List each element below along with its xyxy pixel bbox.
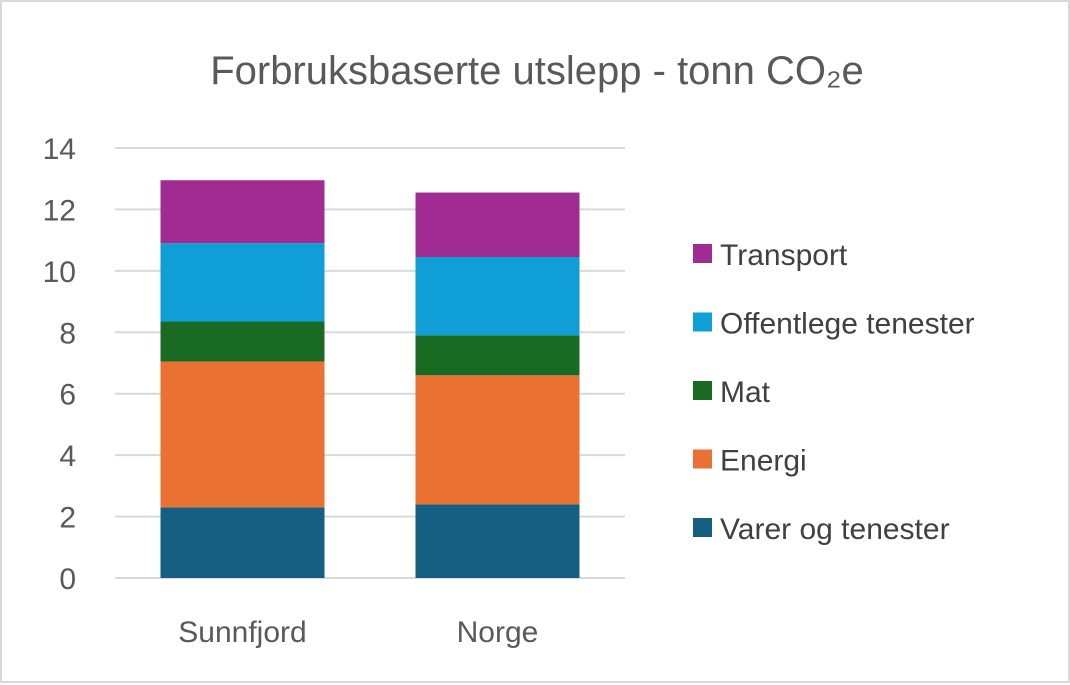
y-tick-label: 4 <box>59 440 76 473</box>
legend-label: Varer og tenester <box>720 513 950 546</box>
bars <box>160 180 580 578</box>
legend-label: Energi <box>720 445 807 478</box>
y-tick-label: 12 <box>43 194 76 227</box>
legend-swatch <box>693 312 712 332</box>
bar-segment-norge-mat <box>415 335 580 376</box>
y-tick-label: 8 <box>59 317 76 350</box>
category-labels: Sunnfjord Norge <box>178 616 538 649</box>
bar-segment-norge-transport <box>415 192 580 258</box>
legend-swatch <box>693 518 712 537</box>
y-tick-label: 14 <box>43 133 76 166</box>
legend-label: Offentlege tenester <box>720 308 975 341</box>
bar-segment-sunnfjord-varer-og-tenester <box>160 507 325 578</box>
legend-label: Transport <box>720 239 848 272</box>
legend-swatch <box>693 381 712 400</box>
bar-segment-sunnfjord-offentlege-tenester <box>160 243 325 322</box>
bar-segment-sunnfjord-transport <box>160 180 325 244</box>
chart-title: Forbruksbaserte utslepp - tonn CO₂e <box>210 49 864 93</box>
legend-label: Mat <box>720 376 771 409</box>
bar-segment-norge-varer-og-tenester <box>415 504 580 578</box>
legend: Transport Offentlege tenester Mat Energi Var… <box>693 239 975 546</box>
y-tick-label: 10 <box>43 256 76 289</box>
category-label: Norge <box>457 616 539 649</box>
legend-swatch <box>693 244 712 263</box>
bar-segment-norge-offentlege-tenester <box>415 257 580 336</box>
bar-segment-norge-energi <box>415 375 580 505</box>
category-label: Sunnfjord <box>178 616 306 649</box>
y-tick-label: 2 <box>59 502 76 535</box>
bar-segment-sunnfjord-energi <box>160 361 325 508</box>
y-axis-tick-labels: 0 2 4 6 8 10 12 14 <box>43 133 76 596</box>
legend-swatch <box>693 449 712 469</box>
y-tick-label: 0 <box>59 563 76 596</box>
bar-segment-sunnfjord-mat <box>160 321 325 362</box>
y-tick-label: 6 <box>59 379 76 412</box>
